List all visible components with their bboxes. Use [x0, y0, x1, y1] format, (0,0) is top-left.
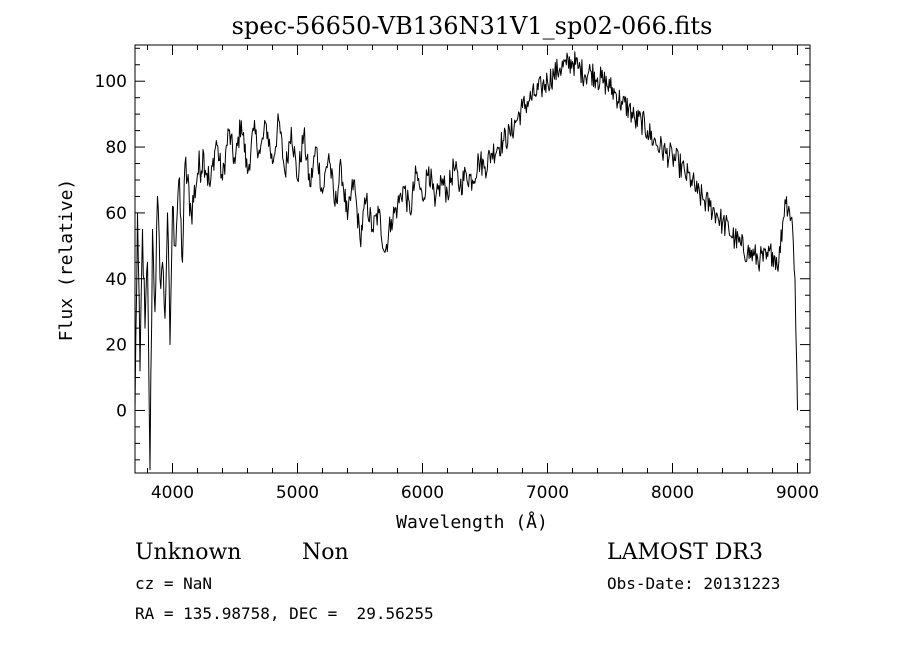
- obs-date-text: Obs-Date: 20131223: [607, 574, 780, 593]
- y-tick-label: 0: [116, 401, 127, 421]
- plot-frame: [134, 44, 811, 474]
- x-tick-label: 7000: [526, 483, 569, 503]
- y-tick-labels: 0 20 40 60 80 100: [95, 72, 127, 421]
- x-tick-label: 5000: [276, 483, 319, 503]
- x-tick-label: 8000: [651, 483, 694, 503]
- y-axis-label: Flux (relative): [56, 179, 77, 342]
- axis-ticks: [135, 45, 810, 473]
- x-axis-label: Wavelength (Å): [396, 511, 548, 533]
- y-tick-label: 40: [105, 270, 127, 290]
- object-class: Unknown: [135, 540, 241, 565]
- redshift-text: cz = NaN: [135, 574, 212, 593]
- chart-title: spec-56650-VB136N31V1_sp02-066.fits: [232, 12, 713, 40]
- x-tick-label: 9000: [776, 483, 819, 503]
- x-tick-labels: 4000 5000 6000 7000 8000 9000: [151, 483, 819, 503]
- spectrum-line: [134, 51, 798, 471]
- coordinates-text: RA = 135.98758, DEC = 29.56255: [135, 604, 434, 623]
- object-subclass: Non: [302, 540, 349, 565]
- x-tick-label: 6000: [401, 483, 444, 503]
- y-tick-label: 20: [105, 336, 127, 356]
- survey-label: LAMOST DR3: [607, 540, 763, 565]
- y-tick-label: 60: [105, 204, 127, 224]
- y-tick-label: 100: [95, 72, 127, 92]
- y-tick-label: 80: [105, 138, 127, 158]
- x-tick-label: 4000: [151, 483, 194, 503]
